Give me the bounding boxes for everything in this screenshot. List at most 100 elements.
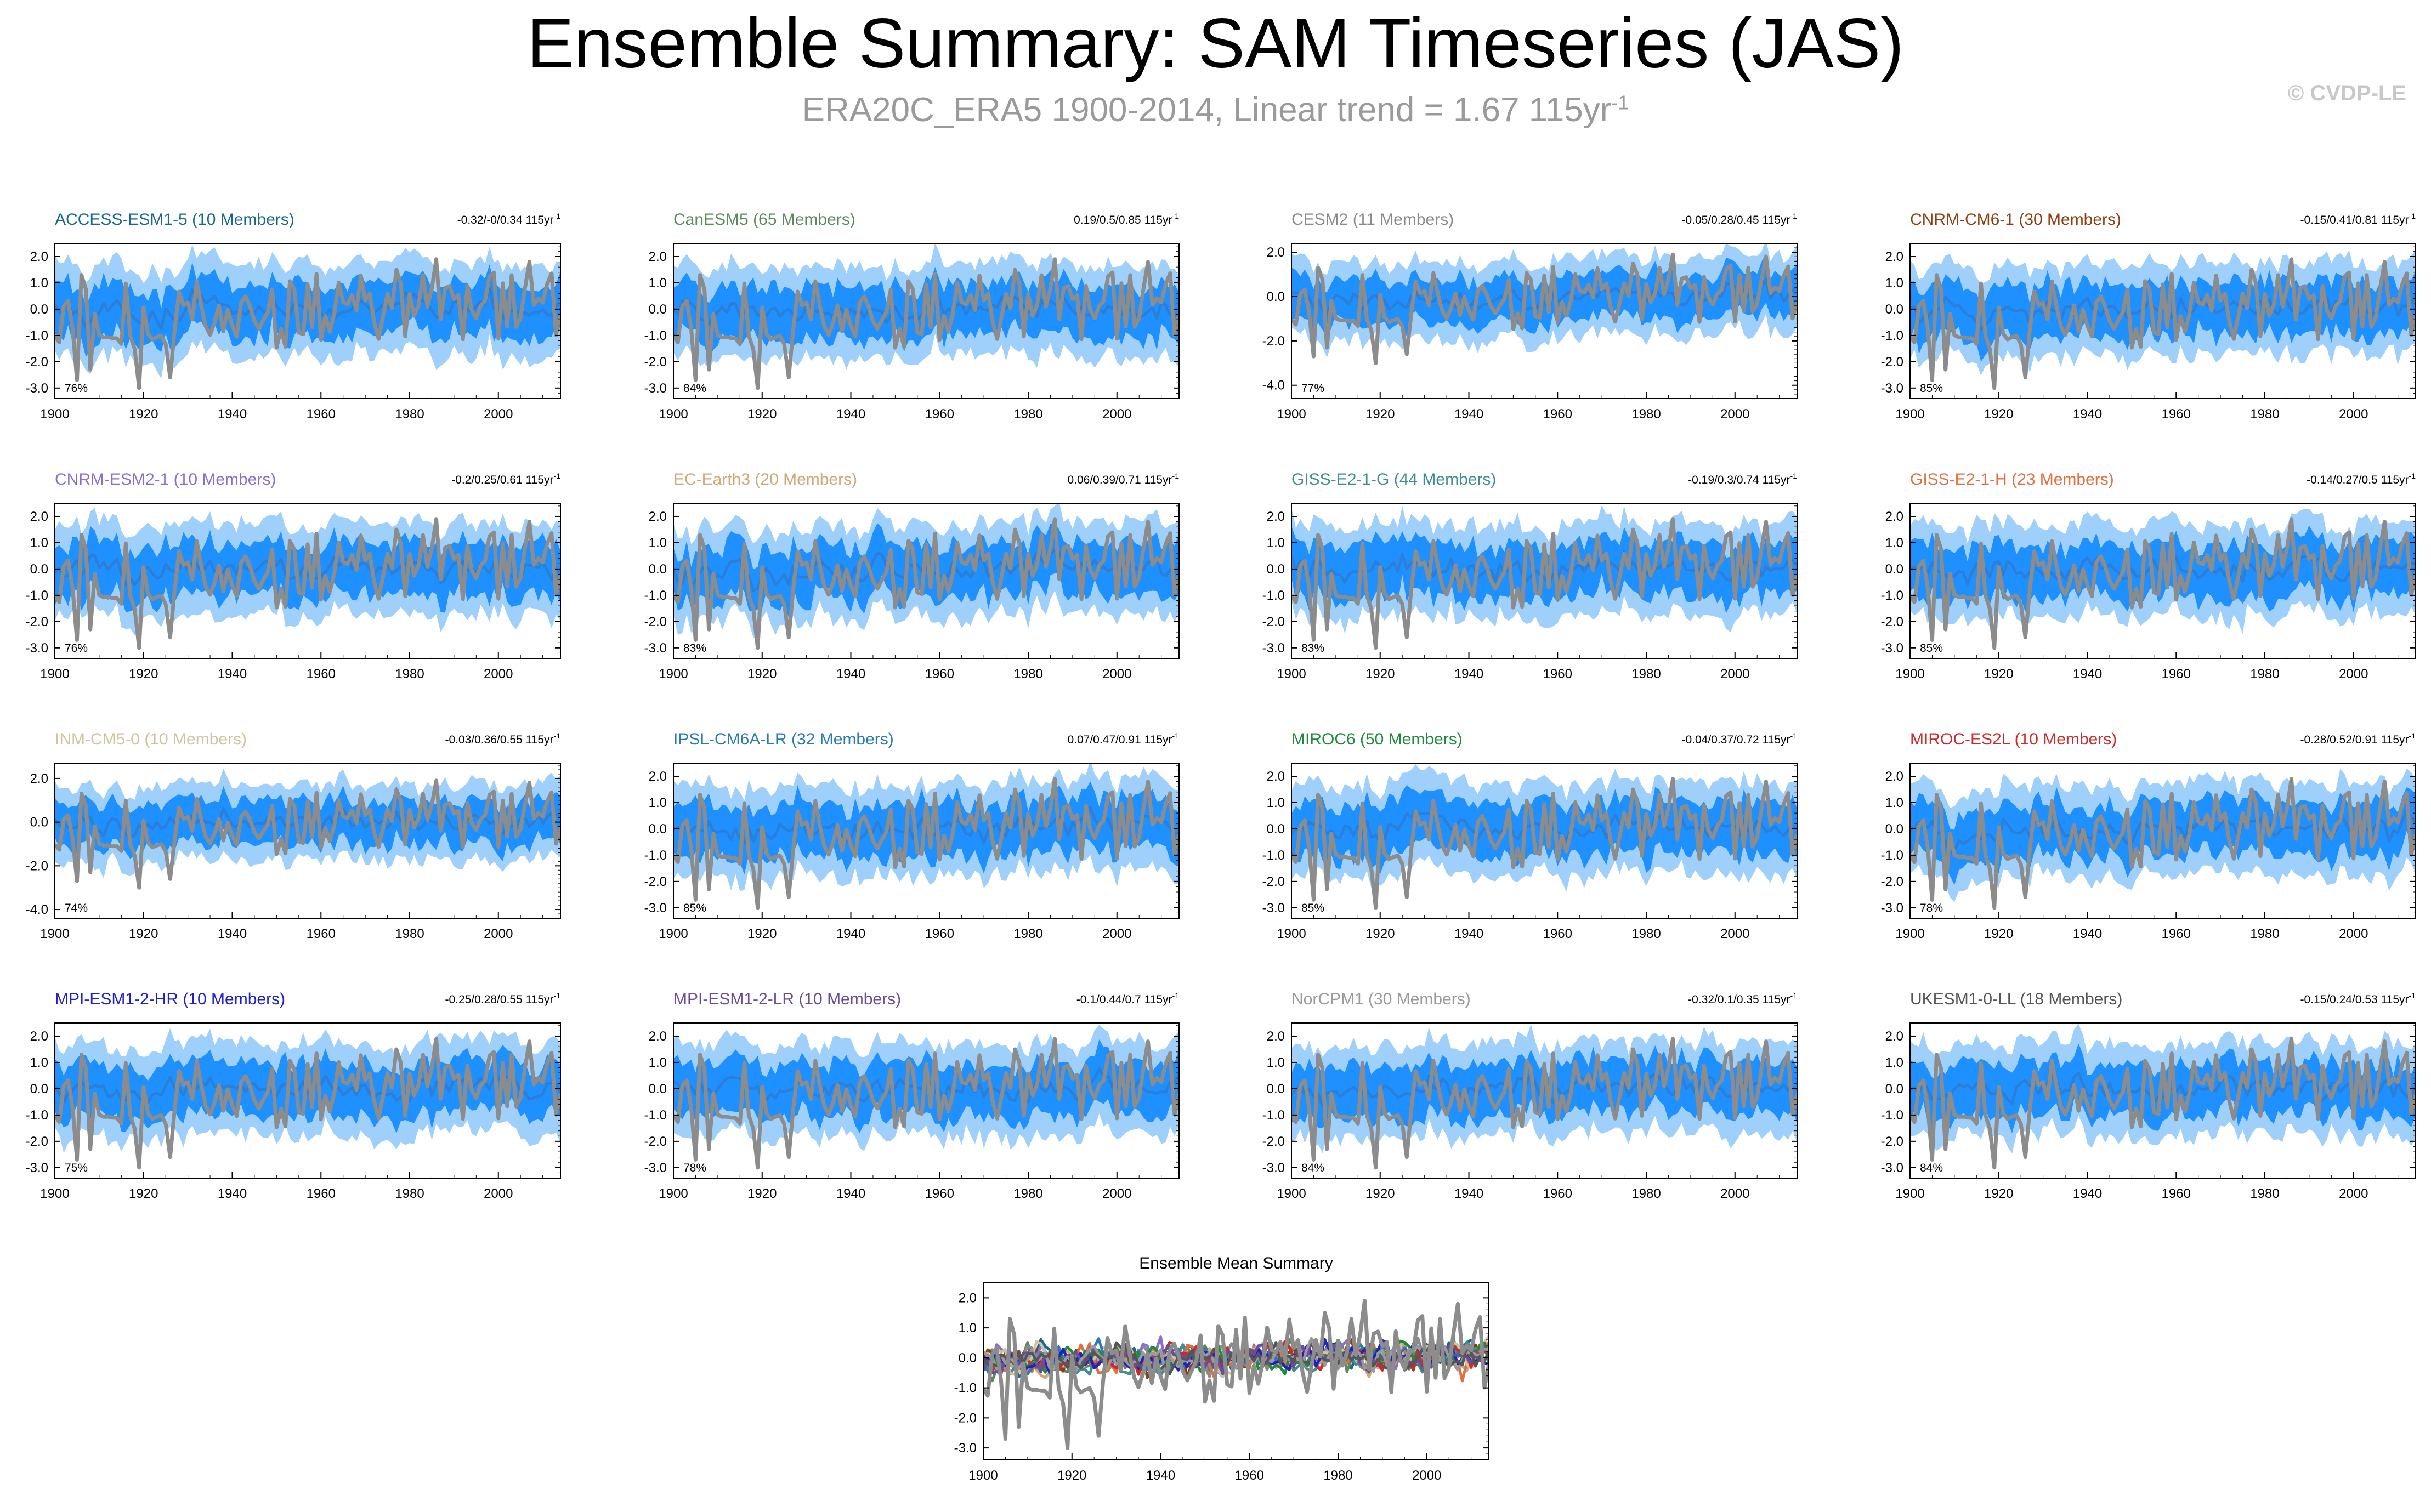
y-tick-label: 1.0 (30, 276, 48, 291)
chart-plot-area (1910, 509, 2416, 650)
x-tick-label: 1980 (395, 407, 424, 422)
y-tick-label: -2.0 (644, 1134, 667, 1149)
x-tick-label: 1920 (1365, 667, 1395, 681)
chart-panel-2: 2.0 0.0 -2.0 -4.0 1900 1920 1940 1960 1980 2000 CE… (1262, 211, 1798, 422)
y-tick-label: 1.0 (1885, 795, 1903, 810)
inner-spread-band (55, 262, 560, 357)
trend-value: -0.19/0.3/0.74 115yr (1688, 474, 1790, 486)
y-tick-label: 0.0 (30, 302, 48, 317)
x-tick-label: 1900 (1277, 407, 1306, 422)
x-tick-label: 1960 (925, 926, 954, 941)
trend-value: -0.2/0.25/0.61 115yr (451, 474, 553, 486)
y-tick-label: 2.0 (649, 249, 667, 264)
plot-frame (673, 243, 1180, 399)
percent-label: 77% (1301, 382, 1324, 395)
panel-title: CanESM5 (65 Members) (673, 211, 855, 229)
y-tick-label: -2.0 (644, 874, 667, 889)
y-tick-label: 2.0 (1267, 769, 1285, 784)
x-tick-label: 1920 (1984, 926, 2013, 941)
chart-plot-area (673, 503, 1179, 650)
observations-line (55, 778, 560, 890)
x-tick-label: 1900 (40, 407, 69, 422)
ensemble-mean-line (1291, 1071, 1797, 1107)
y-tick-label: 0.0 (1885, 1082, 1903, 1096)
x-tick-label: 2000 (484, 926, 513, 941)
x-tick-label: 1940 (218, 1186, 247, 1201)
chart-panel-6: 2.0 1.0 0.0 -1.0 -2.0 -3.0 1900 1920 1940 1960 198… (1262, 470, 1798, 681)
x-tick-label: 1920 (747, 926, 777, 941)
x-tick-label: 1960 (307, 667, 336, 681)
ensemble-mean-line (673, 806, 1179, 844)
plot-frame (54, 763, 561, 919)
y-tick-label: -1.0 (26, 328, 48, 343)
x-tick-label: 1980 (2250, 926, 2279, 941)
trend-value: -0.03/0.36/0.55 115yr (445, 734, 553, 746)
trend-label: -0.14/0.27/0.5 115yr-1 (2307, 471, 2416, 486)
y-tick-label: -1.0 (1262, 588, 1285, 603)
y-tick-label: 2.0 (649, 1029, 667, 1044)
x-tick-label: 1960 (2162, 407, 2191, 422)
x-tick-label: 1960 (2162, 1186, 2191, 1201)
chart-panel-7: 2.0 1.0 0.0 -1.0 -2.0 -3.0 1900 1920 1940 1960 198… (1881, 470, 2416, 681)
trend-value: -0.04/0.37/0.72 115yr (1681, 734, 1790, 746)
y-tick-label: 1.0 (649, 1055, 667, 1070)
y-tick-label: -2.0 (1262, 334, 1285, 349)
y-tick-label: 2.0 (959, 1291, 977, 1305)
chart-plot-area (55, 1028, 560, 1170)
y-tick-label: 1.0 (1885, 276, 1903, 291)
x-tick-label: 1980 (1631, 926, 1661, 941)
x-tick-label: 1900 (1277, 926, 1306, 941)
ensemble-mean-line (1910, 294, 2416, 331)
percent-label: 85% (1301, 902, 1324, 914)
chart-panel-1: 2.0 1.0 0.0 -1.0 -2.0 -3.0 1900 1920 1940 1960 198… (644, 211, 1180, 422)
x-tick-label: 1940 (1454, 926, 1483, 941)
x-tick-label: 1980 (1323, 1468, 1352, 1483)
trend-unit-superscript: -1 (1172, 991, 1180, 1000)
y-tick-label: 0.0 (649, 822, 667, 837)
plot-frame (54, 243, 561, 399)
plot-frame (1909, 1022, 2416, 1179)
trend-unit-superscript: -1 (1172, 212, 1180, 220)
percent-label: 78% (1920, 902, 1943, 914)
x-tick-label: 1940 (2073, 407, 2102, 422)
trend-label: 0.07/0.47/0.91 115yr-1 (1067, 731, 1179, 746)
trend-unit-superscript: -1 (1790, 212, 1798, 220)
observations-line (55, 257, 560, 390)
percent-label: 74% (65, 902, 88, 914)
plot-frame (54, 503, 561, 659)
trend-label: -0.2/0.25/0.61 115yr-1 (451, 471, 560, 486)
y-tick-label: -3.0 (954, 1441, 977, 1456)
y-tick-label: 1.0 (1885, 536, 1903, 550)
y-tick-label: -3.0 (1881, 641, 1903, 656)
percent-label: 84% (683, 382, 706, 395)
observations-line (1910, 1037, 2416, 1170)
x-tick-label: 1980 (2250, 1186, 2279, 1201)
trend-label: -0.32/-0/0.34 115yr-1 (457, 212, 561, 226)
y-tick-label: 0.0 (30, 815, 48, 830)
x-tick-label: 2000 (484, 667, 513, 681)
panel-title: IPSL-CM6A-LR (32 Members) (673, 730, 894, 748)
trend-value: -0.28/0.52/0.91 115yr (2300, 734, 2409, 746)
y-tick-label: -2.0 (1881, 355, 1903, 370)
trend-label: -0.1/0.44/0.7 115yr-1 (1076, 991, 1179, 1006)
plot-frame (983, 1282, 1489, 1460)
observations-line (1291, 1037, 1797, 1170)
x-tick-label: 1960 (1543, 1186, 1572, 1201)
x-tick-label: 1940 (2073, 1186, 2102, 1201)
x-tick-label: 1900 (1895, 667, 1924, 681)
x-tick-label: 1980 (1631, 1186, 1661, 1201)
x-tick-label: 2000 (1102, 1186, 1131, 1201)
x-tick-label: 1920 (1057, 1468, 1086, 1483)
y-tick-label: -3.0 (1262, 901, 1285, 916)
chart-panel-13: 2.0 1.0 0.0 -1.0 -2.0 -3.0 1900 1920 1940 1960 198… (644, 990, 1180, 1201)
chart-panel-15: 2.0 1.0 0.0 -1.0 -2.0 -3.0 1900 1920 1940 1960 198… (1881, 990, 2416, 1201)
x-tick-label: 1920 (129, 407, 158, 422)
x-tick-label: 1980 (395, 926, 424, 941)
percent-label: 75% (65, 1162, 88, 1174)
observations-line (1910, 257, 2416, 390)
y-tick-label: 2.0 (1885, 769, 1903, 784)
chart-panel-14: 2.0 1.0 0.0 -1.0 -2.0 -3.0 1900 1920 1940 1960 198… (1262, 990, 1798, 1201)
trend-label: -0.19/0.3/0.74 115yr-1 (1688, 471, 1797, 486)
y-tick-label: 1.0 (30, 536, 48, 550)
trend-label: 0.06/0.39/0.71 115yr-1 (1067, 471, 1179, 486)
